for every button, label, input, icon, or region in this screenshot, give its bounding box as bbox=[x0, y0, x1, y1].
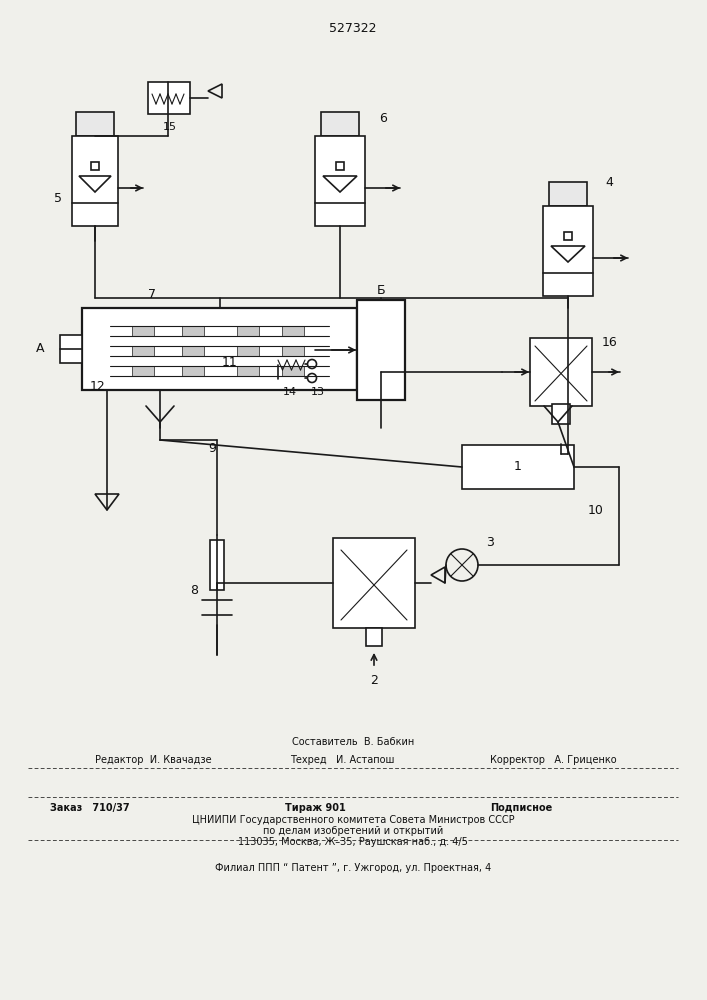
Bar bbox=[366, 628, 382, 646]
Bar bbox=[76, 112, 114, 136]
Bar bbox=[91, 162, 99, 170]
Text: 6: 6 bbox=[379, 111, 387, 124]
Bar bbox=[237, 346, 259, 356]
Bar bbox=[72, 136, 118, 226]
Text: по делам изобретений и открытий: по делам изобретений и открытий bbox=[263, 826, 443, 836]
Bar bbox=[282, 326, 304, 336]
Bar bbox=[333, 538, 415, 628]
Bar bbox=[148, 82, 190, 114]
Bar bbox=[237, 326, 259, 336]
Bar bbox=[552, 404, 570, 424]
Text: Заказ   710/37: Заказ 710/37 bbox=[50, 803, 129, 813]
Text: 16: 16 bbox=[602, 336, 618, 350]
Text: 1: 1 bbox=[514, 460, 522, 474]
Bar bbox=[132, 346, 154, 356]
Bar bbox=[182, 346, 204, 356]
Text: Б: Б bbox=[377, 284, 385, 296]
Text: 12: 12 bbox=[90, 379, 106, 392]
Text: 8: 8 bbox=[190, 584, 198, 596]
Text: Филиал ППП “ Патент ”, г. Ужгород, ул. Проектная, 4: Филиал ППП “ Патент ”, г. Ужгород, ул. П… bbox=[215, 863, 491, 873]
Text: А: А bbox=[36, 342, 45, 356]
Bar bbox=[315, 136, 365, 226]
Text: 113035, Москва, Ж–35, Раушская наб., д. 4/5: 113035, Москва, Ж–35, Раушская наб., д. … bbox=[238, 837, 468, 847]
Text: 2: 2 bbox=[370, 674, 378, 686]
Bar bbox=[60, 335, 82, 363]
Text: 5: 5 bbox=[54, 192, 62, 205]
Bar bbox=[549, 182, 587, 206]
Text: 11: 11 bbox=[222, 357, 238, 369]
Bar bbox=[132, 326, 154, 336]
Bar bbox=[564, 232, 572, 240]
Text: Составитель  В. Бабкин: Составитель В. Бабкин bbox=[292, 737, 414, 747]
Bar bbox=[132, 366, 154, 376]
Bar bbox=[82, 308, 357, 390]
Bar bbox=[321, 112, 359, 136]
Bar bbox=[237, 366, 259, 376]
Text: Редактор  И. Квачадзе: Редактор И. Квачадзе bbox=[95, 755, 211, 765]
Bar bbox=[357, 300, 405, 400]
Text: Подписное: Подписное bbox=[490, 803, 552, 813]
Bar bbox=[282, 346, 304, 356]
Text: Тираж 901: Тираж 901 bbox=[285, 803, 346, 813]
Text: 14: 14 bbox=[283, 387, 297, 397]
Text: 527322: 527322 bbox=[329, 21, 377, 34]
Text: 4: 4 bbox=[605, 176, 613, 190]
Text: 10: 10 bbox=[588, 504, 604, 518]
Text: 13: 13 bbox=[311, 387, 325, 397]
Bar bbox=[182, 326, 204, 336]
Bar bbox=[282, 366, 304, 376]
Text: 15: 15 bbox=[163, 122, 177, 132]
Bar bbox=[182, 366, 204, 376]
Bar bbox=[336, 162, 344, 170]
Bar bbox=[210, 540, 224, 590]
Text: 3: 3 bbox=[486, 536, 494, 550]
Text: Корректор   А. Гриценко: Корректор А. Гриценко bbox=[490, 755, 617, 765]
Text: 7: 7 bbox=[148, 288, 156, 300]
Text: Техред   И. Астапош: Техред И. Астапош bbox=[290, 755, 395, 765]
Text: 9: 9 bbox=[208, 442, 216, 454]
Bar bbox=[543, 206, 593, 296]
Bar bbox=[530, 338, 592, 406]
Text: ЦНИИПИ Государственного комитета Совета Министров СССР: ЦНИИПИ Государственного комитета Совета … bbox=[192, 815, 514, 825]
Bar bbox=[462, 445, 574, 489]
